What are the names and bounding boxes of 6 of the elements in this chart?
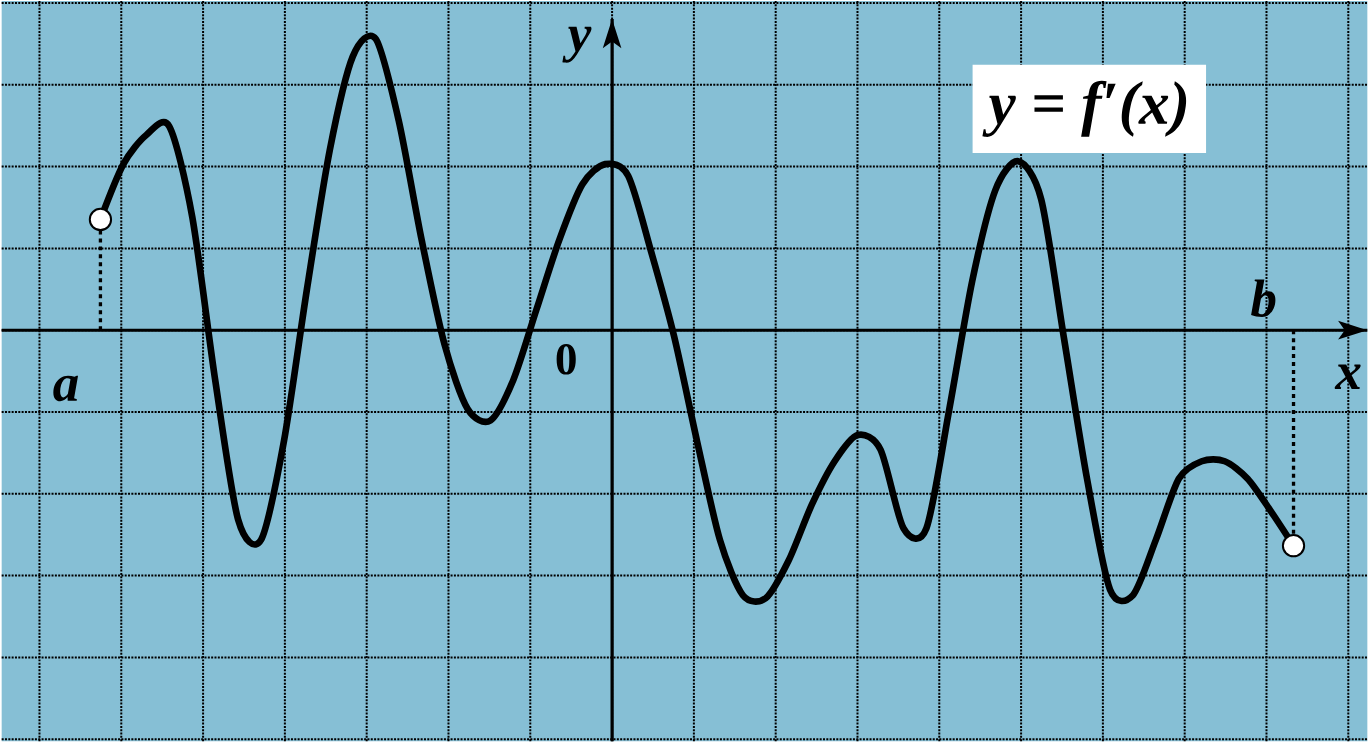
text: a <box>53 375 79 402</box>
y-axis-title: y <box>562 26 592 63</box>
annotation: y = f′(x) <box>982 80 1187 138</box>
annotation: b <box>1251 279 1276 317</box>
annotation: 0 <box>556 344 576 375</box>
x-axis-title: x <box>1334 364 1361 390</box>
